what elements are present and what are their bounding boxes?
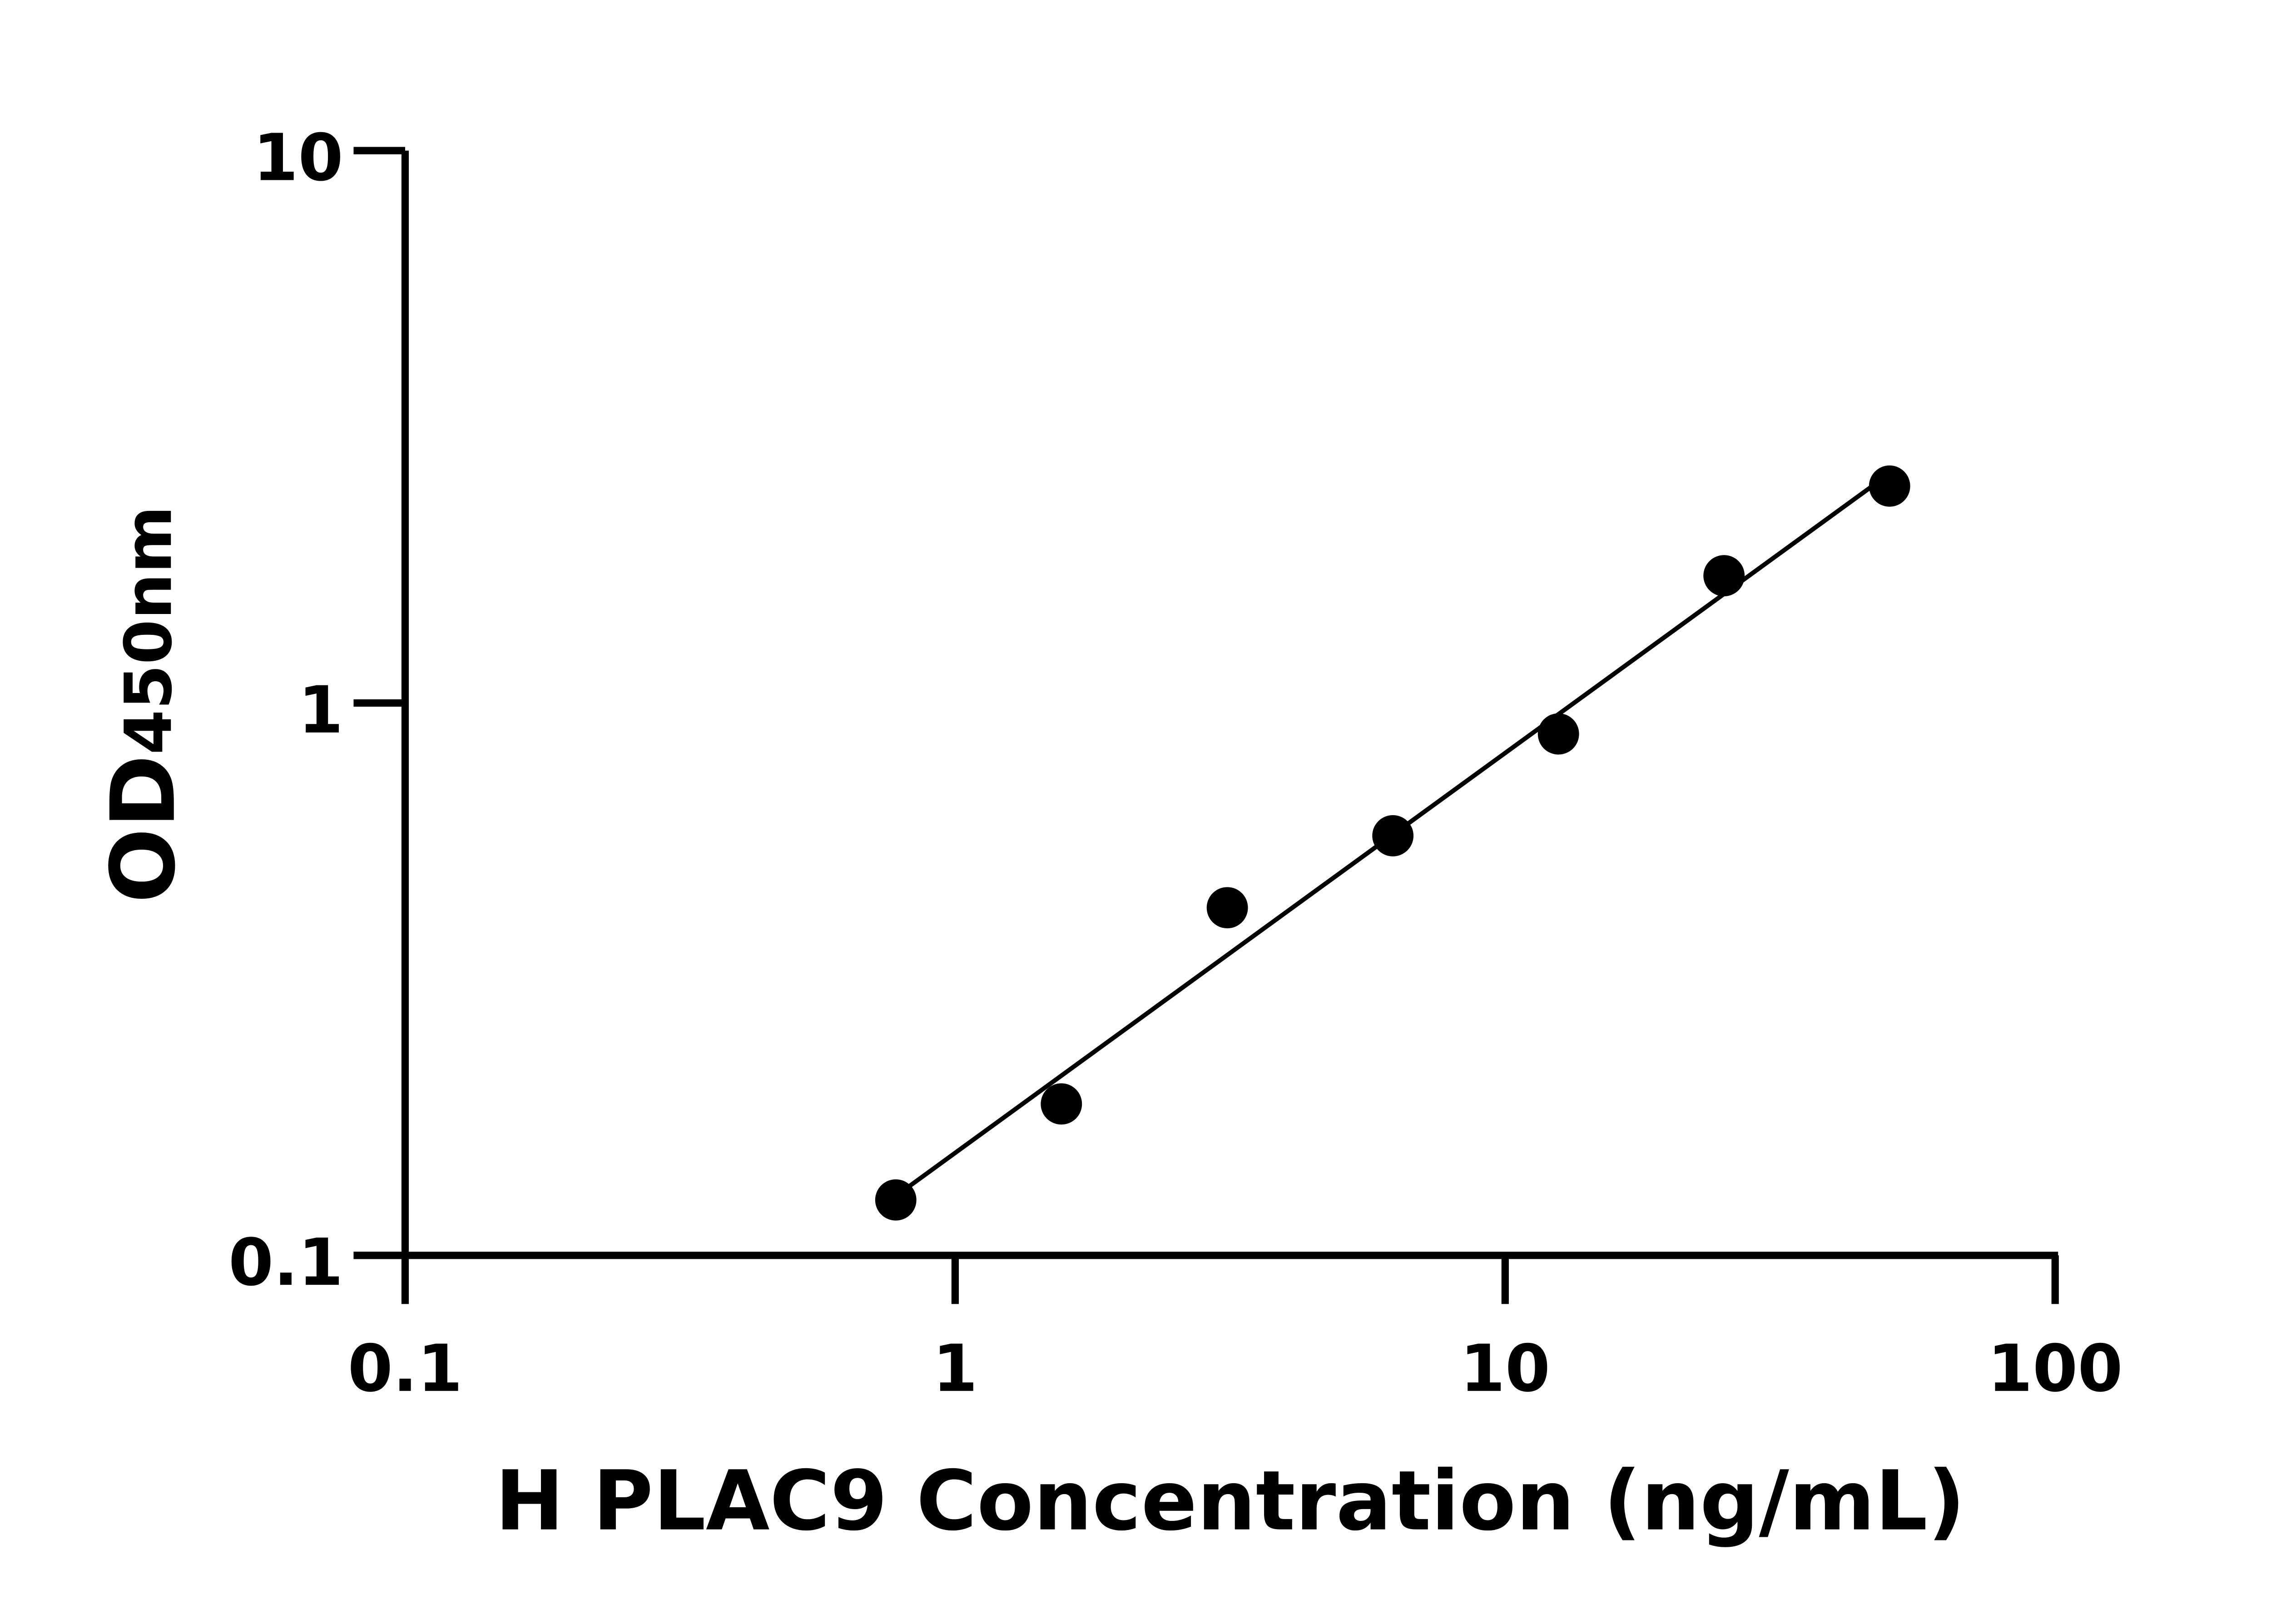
x-tick-label: 1 (932, 1331, 977, 1406)
x-axis-label: H PLAC9 Concentration (ng/mL) (495, 1453, 1965, 1549)
y-tick-label: 10 (253, 120, 343, 196)
data-point (875, 1179, 917, 1221)
y-tick-label: 0.1 (228, 1225, 343, 1300)
axes (353, 147, 2059, 1304)
data-point (1041, 1083, 1082, 1125)
data-point (1537, 713, 1579, 755)
data-point (1372, 815, 1414, 857)
data-point (1869, 465, 1910, 507)
x-tick-label: 0.1 (348, 1331, 463, 1406)
data-points (875, 465, 1910, 1221)
x-tick-label: 10 (1460, 1331, 1551, 1406)
y-tick-label: 1 (298, 673, 343, 748)
data-point (1703, 555, 1745, 597)
tick-labels: 0.1 1 10 100 0.1 1 10 (228, 120, 2123, 1406)
y-axis-label-main: OD (92, 755, 195, 903)
data-point (1206, 887, 1248, 929)
y-axis-label-sub: 450nm (111, 506, 186, 755)
y-axis-label: OD450nm (92, 506, 195, 903)
svg-text:OD450nm: OD450nm (92, 506, 195, 903)
x-tick-label: 100 (1988, 1331, 2123, 1406)
